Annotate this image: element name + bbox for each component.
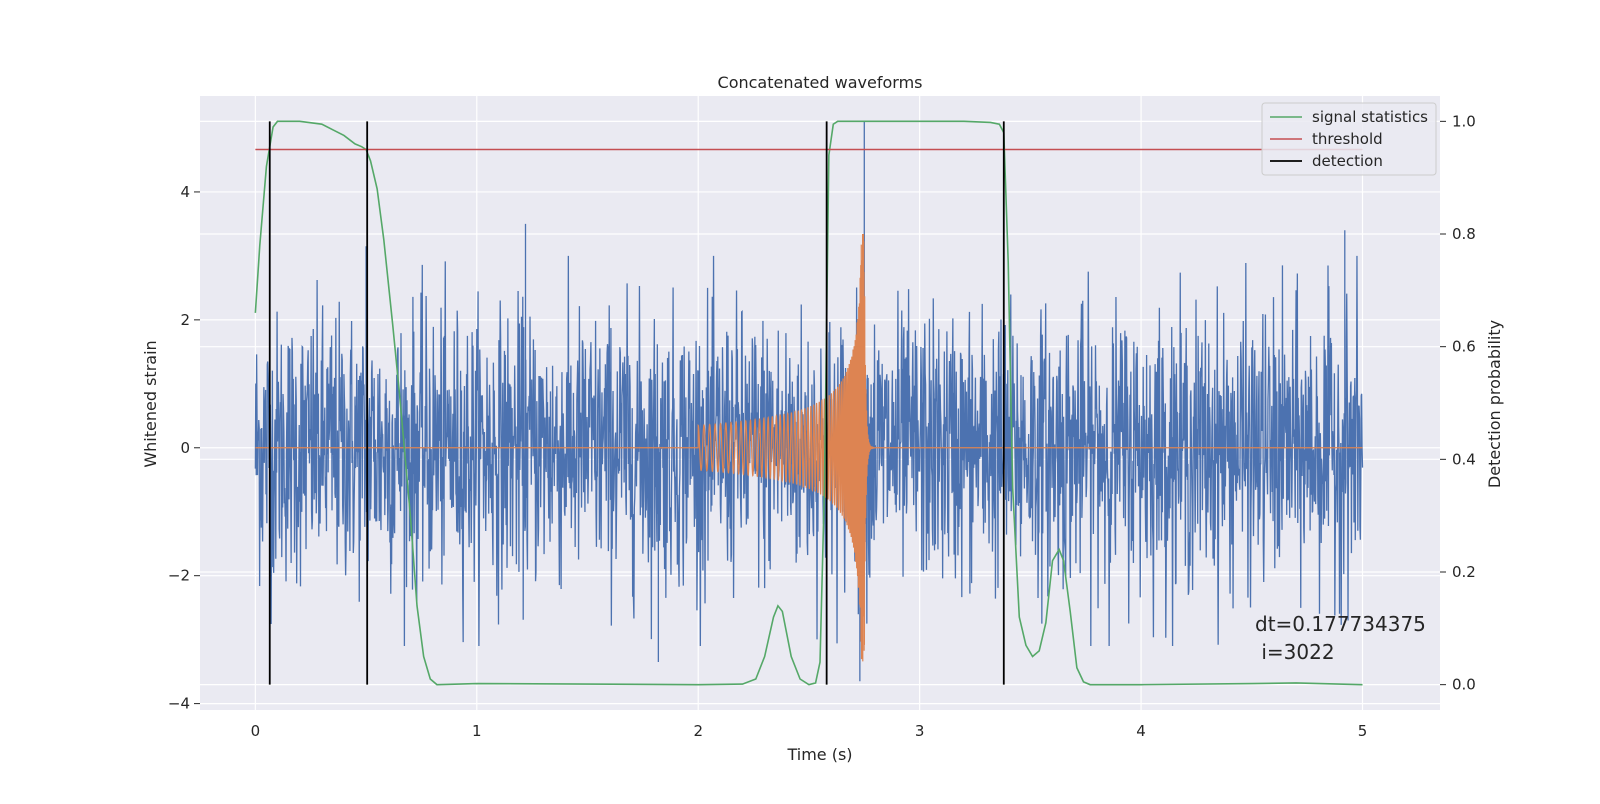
y-tick-label: 2 <box>180 311 190 329</box>
annotation-dt: dt=0.177734375 <box>1255 612 1426 636</box>
annotation-i: i=3022 <box>1255 640 1335 664</box>
y2-tick-label: 1.0 <box>1452 112 1476 130</box>
y2-axis-ticks: 0.0 0.2 0.4 0.6 0.8 1.0 <box>1440 112 1476 694</box>
x-tick-label: 0 <box>251 722 261 740</box>
x-axis-label: Time (s) <box>786 745 852 764</box>
x-tick-label: 5 <box>1358 722 1368 740</box>
y2-tick-label: 0.0 <box>1452 676 1476 694</box>
x-tick-label: 4 <box>1136 722 1146 740</box>
y-tick-label: 0 <box>180 439 190 457</box>
y2-axis-label: Detection probability <box>1485 320 1504 488</box>
series-injected-waveform <box>255 233 1363 662</box>
detection-lines <box>268 121 1005 685</box>
y-axis-ticks: −4 −2 0 2 4 <box>168 183 200 713</box>
y2-tick-label: 0.2 <box>1452 563 1476 581</box>
y2-tick-label: 0.8 <box>1452 225 1476 243</box>
series-signal-statistics <box>254 120 1363 686</box>
y-axis-label: Whitened strain <box>141 340 160 467</box>
chart-title: Concatenated waveforms <box>718 73 923 92</box>
legend-label-detection: detection <box>1312 152 1383 170</box>
legend-label-signal-statistics: signal statistics <box>1312 108 1428 126</box>
y2-tick-label: 0.4 <box>1452 450 1476 468</box>
x-axis-ticks: 0 1 2 3 4 5 <box>251 722 1368 740</box>
x-tick-label: 3 <box>915 722 925 740</box>
y2-tick-label: 0.6 <box>1452 338 1476 356</box>
y-tick-label: 4 <box>180 183 190 201</box>
legend: signal statistics threshold detection <box>1261 102 1437 176</box>
x-tick-label: 2 <box>693 722 703 740</box>
plot-area <box>254 120 1364 686</box>
x-tick-label: 1 <box>472 722 482 740</box>
y-tick-label: −4 <box>168 695 190 713</box>
legend-label-threshold: threshold <box>1312 130 1383 148</box>
legend-box <box>1261 102 1437 176</box>
y-tick-label: −2 <box>168 567 190 585</box>
